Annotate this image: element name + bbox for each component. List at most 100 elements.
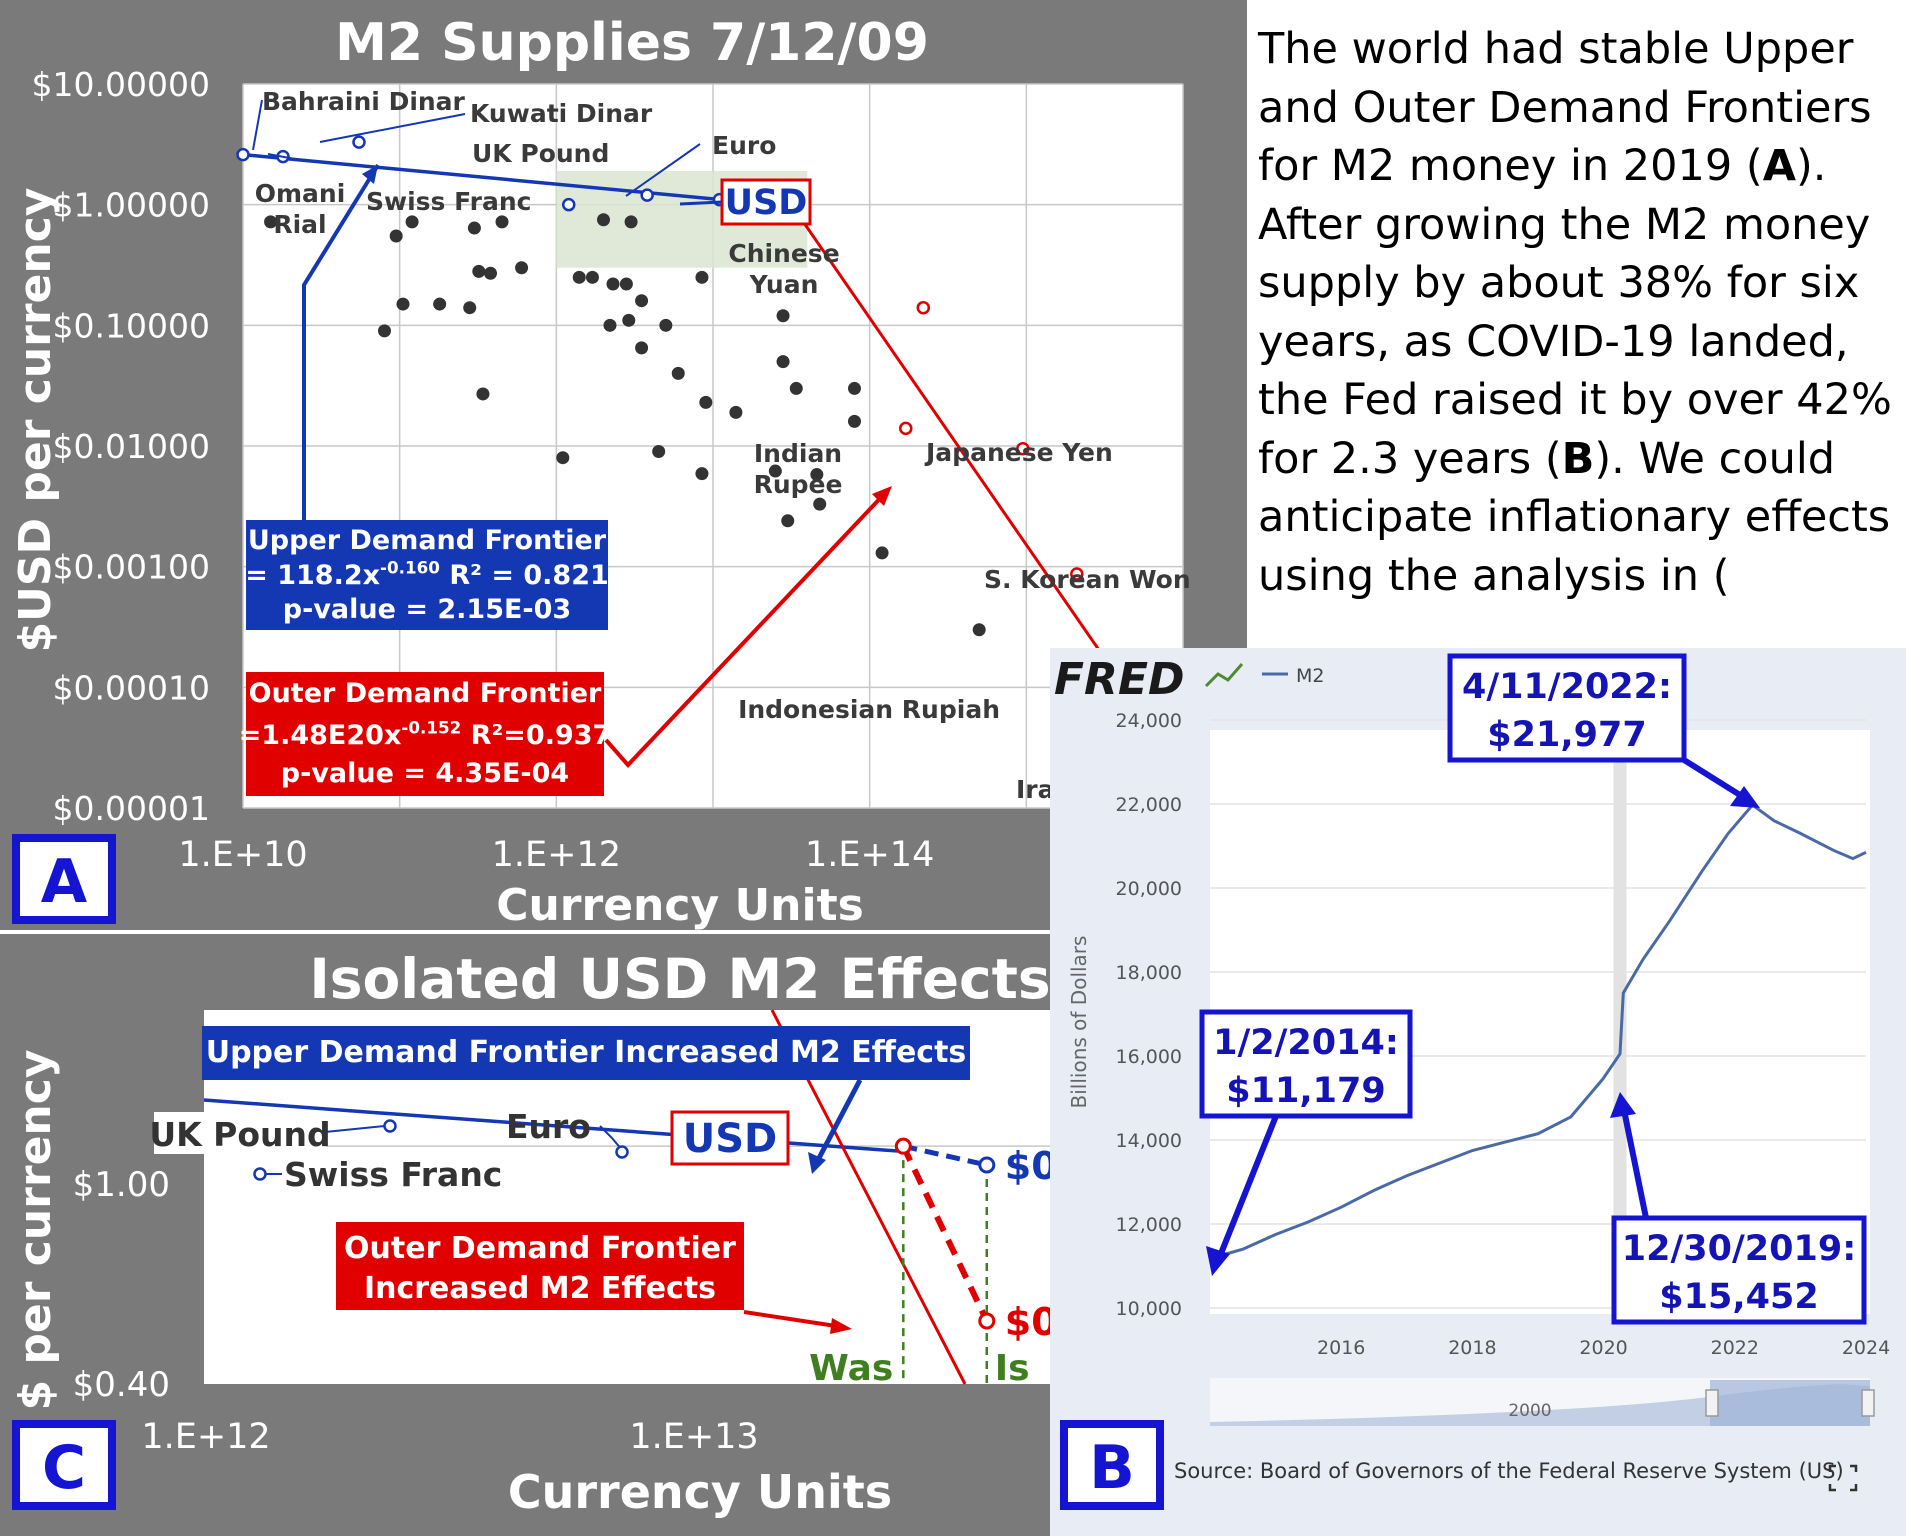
panel-b-annotation-start-arrow [1217,1114,1279,1258]
panel-a-data-point [476,387,490,401]
panel-b-fred-chart-icon [1204,663,1244,688]
panel-a-point-label: Japanese Yen [924,438,1113,467]
panel-a-outer-frontier-equation: =1.48E20x-0.152 R²=0.937 [239,718,612,751]
panel-b-annotation-peak-date: 4/11/2022: [1462,667,1672,707]
panel-b-navigator-handle-left [1705,1389,1719,1417]
panel-c-letter-box [12,1420,116,1510]
panel-a-outer-frontier-title: Outer Demand Frontier [249,678,602,709]
panel-b-annotation-peak-arrow [1682,757,1750,803]
panel-a-data-point [472,264,486,278]
panel-a-data-point [768,464,782,478]
panel-c-euro-label: Euro [506,1107,591,1146]
panel-b-x-tick-label: 2022 [1711,1337,1759,1359]
panel-a-data-point [596,213,610,227]
panel-a-data-point [781,514,795,528]
panel-c-upper-effect-label: Upper Demand Frontier Increased M2 Effec… [206,1035,967,1070]
panel-a-data-point [433,297,447,311]
panel-b-y-tick-label: 22,000 [1116,794,1182,816]
panel-c-swiss-franc-point [253,1167,267,1181]
panel-c-outer-effect-arrowhead [830,1318,852,1334]
panel-a-data-point [789,381,803,395]
panel-a-data-point [572,270,586,284]
panel-b-letter-box [1060,1420,1164,1510]
panel-a-label-leader [252,99,263,151]
panel-c-upper-effect-line [902,1143,988,1168]
panel-a-x-tick-label: 1.E+10 [178,835,307,875]
panel-a-y-tick-label: $1.00000 [53,186,210,225]
panel-b-x-tick-label: 2018 [1448,1337,1496,1359]
panel-a-x-tick-label: 1.E+14 [805,835,934,875]
panel-a-upper-frontier-line [242,152,786,208]
panel-a-point-label: Indonesian Rupiah [738,695,1000,724]
panel-c-y-axis-label: $ per currency [10,1049,61,1410]
panel-a-data-point [396,297,410,311]
panel-a-data-point [264,215,278,229]
panel-a-data-point [635,341,649,355]
panel-a-outer-frontier-box [246,672,604,796]
panel-a-labeled-point [352,135,366,149]
panel-b-x-tick-label: 2024 [1842,1337,1890,1359]
panel-a-y-tick-label: $0.00010 [53,668,210,707]
panel-a-outer-callout-line [604,488,890,768]
panel-c-outer-effect-label: Outer Demand Frontier [344,1231,736,1266]
panel-c-x-axis-label: Currency Units [508,1465,892,1519]
panel-a-data-point [813,497,827,511]
panel-a-data-point [847,381,861,395]
panel-c-usd-label: USD [683,1116,778,1162]
panel-c-usd-box [670,1110,790,1166]
panel-b-navigator-label: 2000 [1508,1401,1551,1421]
panel-b-fred-logo: FRED [1054,654,1185,705]
panel-a-data-point [467,221,481,235]
panel-a-upper-frontier-equation: = 118.2x-0.160 R² = 0.821 [245,558,609,591]
panel-b-y-tick-label: 12,000 [1116,1214,1182,1236]
panel-c-euro-leader [599,1125,623,1151]
panel-a-point-label: Rupee [754,470,843,499]
panel-a-point-label: Euro [712,131,776,160]
panel-a-label-leader [267,153,301,161]
panel-a-data-point [776,355,790,369]
panel-b-annotation-prepandemic-date: 12/30/2019: [1622,1229,1856,1269]
panel-b-annotation-start-value: $11,179 [1226,1071,1385,1111]
panel-b-annotation-prepandemic-arrowhead [1610,1092,1636,1118]
panel-a-data-point [624,215,638,229]
panel-a-data-point [483,266,497,280]
panel-a-data-point [671,366,685,380]
panel-a-label-leader [625,143,701,197]
panel-b-annotation-start-date: 1/2/2014: [1213,1023,1399,1063]
panel-b-annotation-peak-box [1447,653,1687,763]
panel-b-annotation-prepandemic-box [1611,1215,1867,1325]
panel-a-data-point [622,313,636,327]
panel-a-label-leader [319,113,466,143]
panel-a-labeled-point [916,300,931,315]
panel-b-x-tick-label: 2016 [1317,1337,1365,1359]
panel-a-x-axis-label: Currency Units [496,880,864,931]
panel-a-y-tick-label: $0.00100 [53,548,210,587]
panel-a-point-label: Yuan [749,270,819,299]
panel-a-labeled-point [236,147,250,162]
panel-c-upper-result-point [978,1156,996,1174]
panel-a-data-point [875,546,889,560]
panel-a-y-tick-label: $0.01000 [53,427,210,466]
panel-c-x-tick-label: 1.E+12 [141,1417,270,1457]
panel-c-usd-point [894,1137,912,1155]
panel-c-swiss-franc-label: Swiss Franc [284,1155,502,1194]
panel-a-point-label: Bahraini Dinar [262,87,466,116]
panel-b-y-tick-label: 14,000 [1116,1130,1182,1152]
panel-a-data-point [603,318,617,332]
panel-a-data-point [377,324,391,338]
panel-a-usd-arrow [679,200,723,206]
panel-c-euro-point [615,1145,629,1159]
panel-a-data-point [556,451,570,465]
panel-a-point-label: Kuwati Dinar [470,99,653,128]
panel-c-upper-effect-arrow [815,1078,863,1162]
panel-c-uk-pound-point [383,1119,397,1133]
panel-a-title: M2 Supplies 7/12/09 [335,13,929,73]
panel-c-outer-effect-line [900,1144,990,1323]
panel-c-was-label: Was [809,1348,893,1389]
panel-c-letter: C [42,1433,86,1503]
panel-a-letter-box [12,834,116,924]
panel-a-y-tick-label: $0.10000 [53,306,210,345]
panel-a-usd-label: USD [725,183,808,223]
panel-a-data-point [810,468,824,482]
